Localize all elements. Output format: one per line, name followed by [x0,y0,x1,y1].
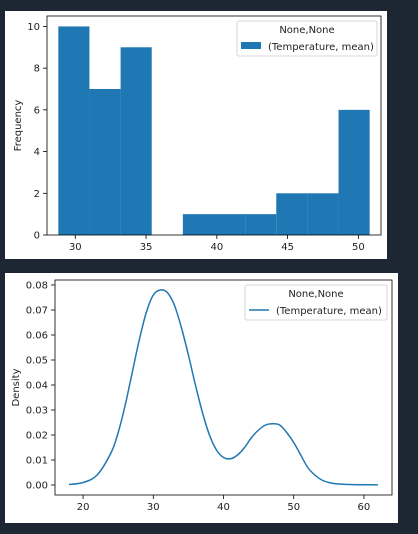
histogram-bar [307,193,339,235]
x-tick-label: 50 [352,242,365,253]
axes-frame [46,15,382,236]
y-tick-label: 6 [34,105,40,116]
y-tick-label: 2 [34,189,40,200]
legend-entry: (Temperature, mean) [276,306,382,317]
x-tick-label: 50 [287,502,300,513]
y-tick-label: 0.04 [26,381,48,392]
y-tick-label: 0.06 [26,331,48,342]
y-tick-label: 0.05 [26,356,48,367]
density-panel: 20 30 40 50 60 0.00 0.01 0.02 0.03 0.04 0.05 0.06 0.… [5,273,398,523]
histogram-panel: 30 35 40 45 50 0 2 4 6 8 10 Frequency None,None (Temp… [5,11,387,259]
legend: None,None (Temperature, mean) [236,20,378,57]
y-tick-label: 0.01 [26,456,48,467]
y-tick-label: 8 [34,64,40,75]
histogram-bar [245,214,277,235]
y-axis-label: Frequency [13,100,24,152]
y-tick-label: 0.03 [26,406,48,417]
x-tick-label: 40 [210,242,223,253]
x-tick-label: 60 [358,502,371,513]
density-line [68,289,378,486]
y-tick-label: 0 [34,231,40,242]
x-tick-label: 40 [217,502,230,513]
histogram-bar [120,47,152,236]
legend-box [236,20,378,57]
legend-title: None,None [279,25,334,36]
x-tick-label: 35 [140,242,153,253]
histogram-bar [182,214,214,235]
x-tick-label: 30 [69,242,82,253]
y-tick-label: 10 [27,22,40,33]
x-tick-label: 20 [77,502,90,513]
histogram-bar [89,89,121,235]
histogram-bar [214,214,246,235]
legend-entry: (Temperature, mean) [268,42,374,53]
legend-swatch [241,42,261,49]
histogram-chart: 30 35 40 45 50 0 2 4 6 8 10 Frequency None,None (Temp… [13,15,382,253]
y-tick-label: 0.02 [26,431,48,442]
y-tick-label: 0.08 [26,281,48,292]
y-tick-label: 4 [34,147,40,158]
y-tick-label: 0.07 [26,306,48,317]
histogram-bar [58,26,90,235]
x-tick-label: 30 [147,502,160,513]
density-chart: 20 30 40 50 60 0.00 0.01 0.02 0.03 0.04 0.05 0.06 0.… [11,279,393,513]
x-tick-label: 45 [281,242,294,253]
histogram-bar [276,193,308,235]
legend: None,None (Temperature, mean) [244,284,388,321]
y-tick-label: 0.00 [26,481,48,492]
y-axis-label: Density [11,368,22,406]
legend-box [244,284,388,321]
histogram-bar [338,109,370,235]
legend-title: None,None [288,289,343,300]
histogram-bars [58,26,370,236]
